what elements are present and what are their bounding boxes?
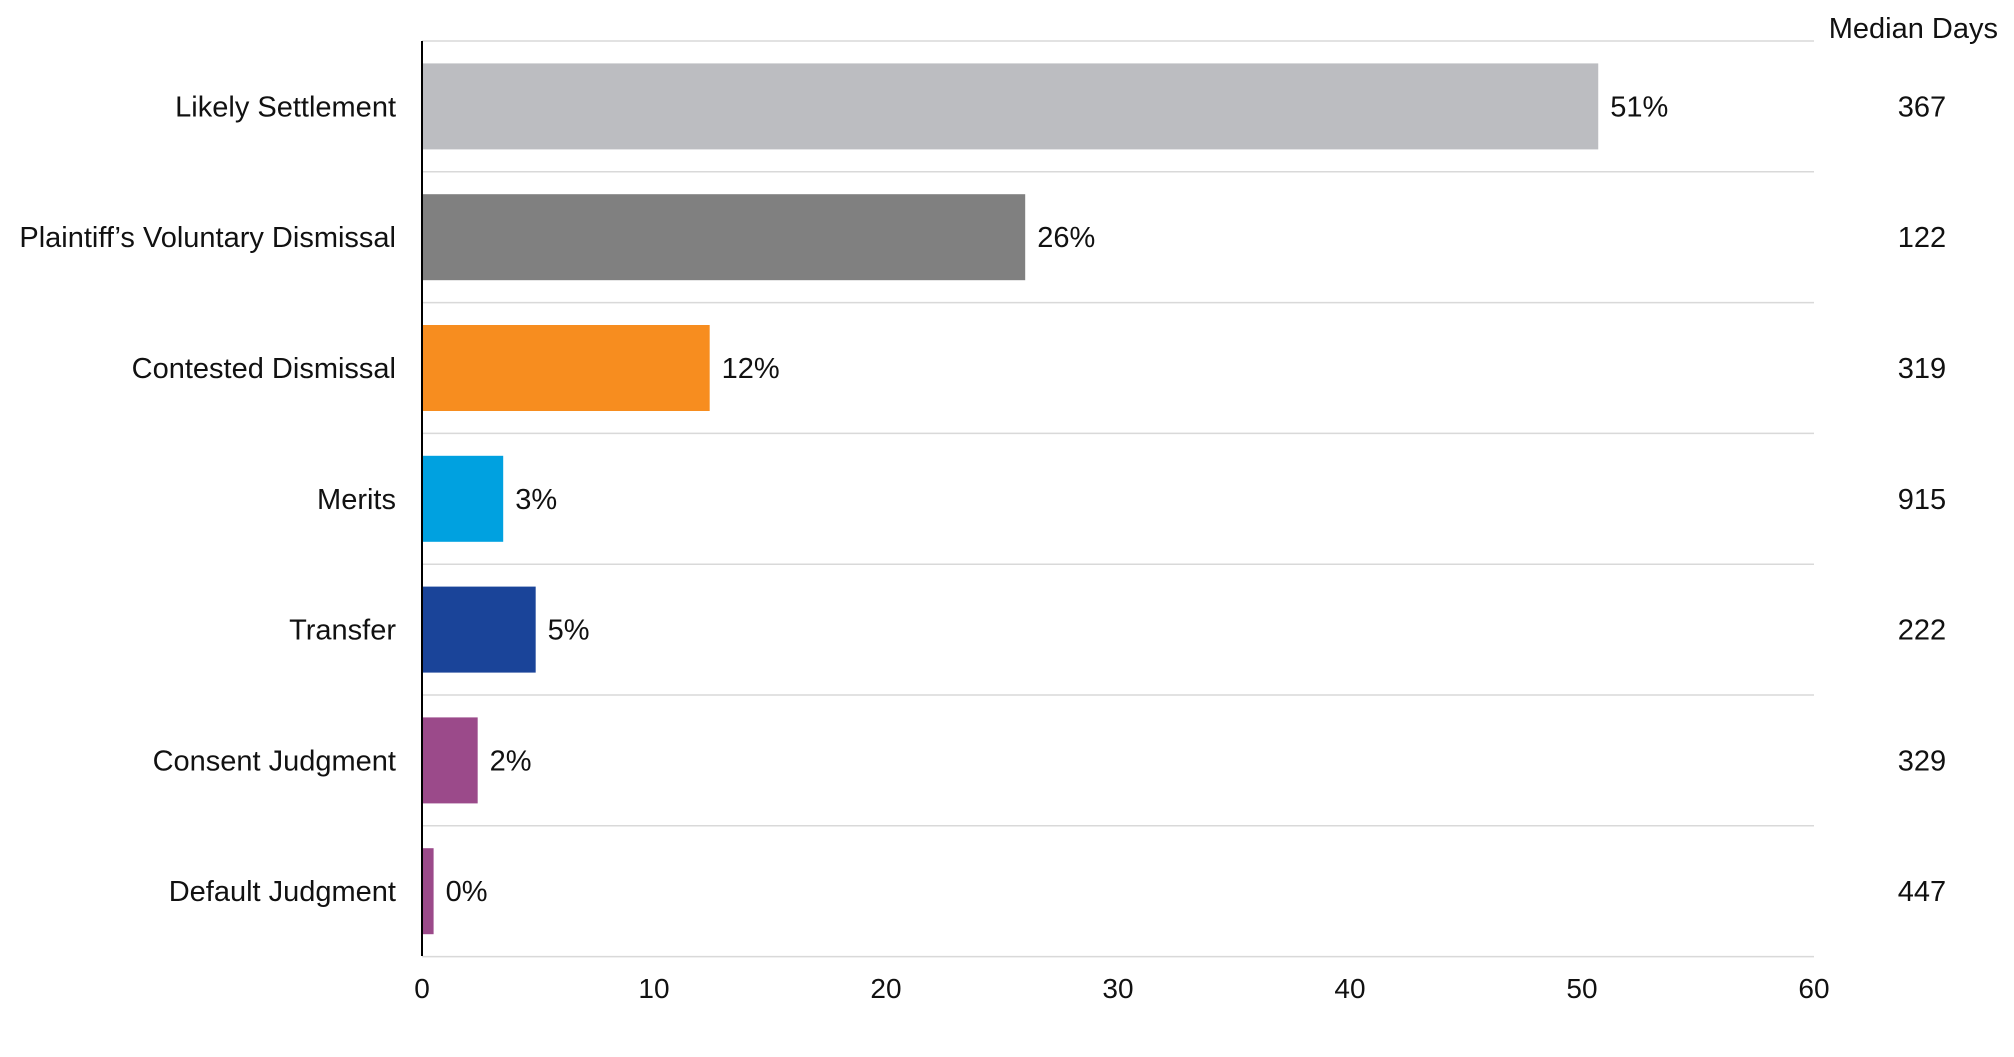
- category-label: Contested Dismissal: [132, 353, 396, 385]
- x-tick-label: 0: [414, 973, 430, 1004]
- value-label: 2%: [490, 745, 532, 777]
- category-label: Transfer: [289, 615, 396, 647]
- category-label: Default Judgment: [169, 876, 396, 908]
- value-label: 3%: [515, 484, 557, 516]
- category-label: Plaintiff’s Voluntary Dismissal: [19, 222, 396, 254]
- bar: [422, 63, 1598, 149]
- grid-layer: [422, 41, 1814, 957]
- x-tick-label: 50: [1566, 973, 1597, 1004]
- bar: [422, 194, 1025, 280]
- x-tick-label: 20: [870, 973, 901, 1004]
- value-label: 12%: [722, 353, 780, 385]
- x-tick-label: 10: [638, 973, 669, 1004]
- axis-layer: 0 10 20 30 40 50 60: [414, 41, 1829, 1004]
- category-label: Merits: [317, 484, 396, 516]
- bar: [422, 717, 478, 803]
- value-label: 51%: [1610, 91, 1668, 123]
- median-days-value: 367: [1898, 91, 1946, 123]
- value-label: 5%: [548, 615, 590, 647]
- median-days-value: 915: [1898, 484, 1946, 516]
- median-days-header: Median Days: [1829, 13, 1998, 45]
- bar: [422, 456, 503, 542]
- bar-layer: [422, 63, 1598, 934]
- median-days-value: 447: [1898, 876, 1946, 908]
- median-days-value: 222: [1898, 615, 1946, 647]
- x-tick-label: 30: [1102, 973, 1133, 1004]
- value-label: 26%: [1037, 222, 1095, 254]
- median-days-value: 319: [1898, 353, 1946, 385]
- value-label: 0%: [446, 876, 488, 908]
- median-days-value: 122: [1898, 222, 1946, 254]
- category-label: Likely Settlement: [175, 91, 396, 123]
- category-label: Consent Judgment: [153, 745, 396, 777]
- median-days-value: 329: [1898, 745, 1946, 777]
- x-tick-label: 40: [1334, 973, 1365, 1004]
- bar: [422, 848, 434, 934]
- bar: [422, 325, 710, 411]
- bar: [422, 587, 536, 673]
- x-tick-label: 60: [1798, 973, 1829, 1004]
